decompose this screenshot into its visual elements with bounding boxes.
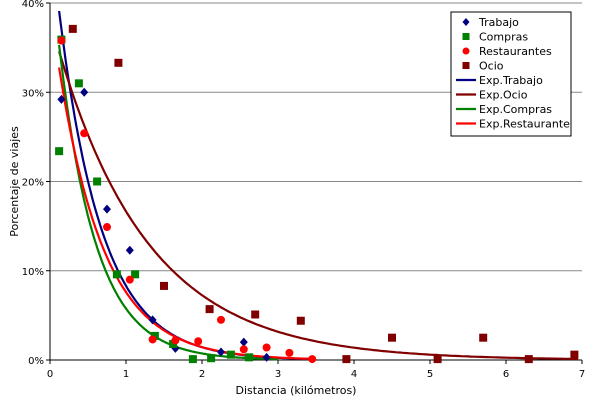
legend-marker-ocio	[462, 62, 470, 69]
point-compras	[93, 177, 102, 186]
point-restaurantes	[148, 335, 157, 344]
point-restaurantes	[239, 345, 248, 354]
legend-label-trabajo: Trabajo	[478, 16, 519, 29]
legend-label-exp-compras: Exp.Compras	[479, 103, 552, 116]
point-compras	[150, 331, 159, 340]
point-ocio	[479, 333, 488, 342]
point-trabajo	[239, 337, 248, 347]
legend-label-restaurantes: Restaurantes	[479, 45, 552, 58]
point-ocio	[388, 333, 396, 342]
point-ocio	[433, 355, 442, 364]
gridlines	[50, 2, 582, 272]
trendline-exp-ocio	[58, 51, 579, 360]
legend-marker-trabajo	[462, 18, 470, 26]
point-ocio	[296, 316, 305, 325]
y-tick-label: 30%	[22, 88, 44, 99]
point-trabajo	[125, 245, 134, 255]
point-restaurantes	[308, 355, 317, 364]
point-ocio	[114, 58, 123, 67]
x-tick-label: 3	[275, 369, 281, 380]
x-tick-label: 0	[47, 369, 53, 380]
point-compras	[55, 147, 64, 156]
legend-marker-compras	[462, 33, 470, 40]
point-restaurantes	[125, 275, 134, 284]
y-axis-label: Porcentaje de viajes	[8, 126, 21, 237]
trendline-exp-compras	[58, 44, 279, 361]
point-compras	[188, 355, 197, 364]
point-compras	[169, 339, 178, 348]
x-tick-label: 2	[199, 369, 205, 380]
y-tick-label: 40%	[22, 0, 44, 10]
point-restaurantes	[171, 336, 180, 345]
point-ocio	[160, 281, 168, 290]
point-compras	[112, 270, 121, 279]
x-axis-label: Distancia (kilómetros)	[236, 384, 357, 397]
point-ocio	[68, 24, 77, 33]
point-restaurantes	[194, 337, 203, 346]
point-ocio	[251, 310, 260, 319]
legend-label-exp-restaurante: Exp.Restaurante	[479, 118, 570, 131]
tick-labels: 0% 10% 20% 30% 40% 0 1 2 3 4 5 6 7	[22, 0, 585, 380]
x-tick-label: 6	[503, 369, 509, 380]
point-ocio	[342, 355, 351, 364]
data-points	[55, 24, 579, 364]
y-tick-label: 20%	[22, 178, 44, 189]
point-restaurantes	[57, 36, 66, 45]
x-tick-label: 7	[579, 369, 585, 380]
legend-label-exp-trabajo: Exp.Trabajo	[479, 74, 543, 87]
point-trabajo	[103, 204, 111, 214]
point-compras	[74, 79, 83, 88]
legend-box	[450, 11, 572, 137]
point-trabajo	[262, 352, 271, 362]
point-compras	[245, 353, 254, 362]
point-trabajo	[217, 347, 225, 357]
point-trabajo	[80, 87, 89, 97]
point-compras	[226, 350, 235, 359]
point-ocio	[205, 305, 214, 314]
legend-label-ocio: Ocio	[479, 60, 504, 73]
legend-label-compras: Compras	[479, 31, 528, 44]
point-compras	[207, 354, 216, 363]
legend-marker-restaurantes	[462, 47, 470, 55]
point-restaurantes	[80, 129, 89, 138]
legend-label-exp-ocio: Exp.Ocio	[479, 89, 528, 102]
y-tick-label: 0%	[28, 356, 44, 367]
x-tick-label: 1	[123, 369, 129, 380]
point-restaurantes	[217, 315, 225, 324]
point-ocio	[570, 350, 579, 359]
point-trabajo	[148, 315, 157, 325]
point-ocio	[524, 355, 533, 364]
point-compras	[131, 270, 140, 279]
point-trabajo	[57, 94, 66, 104]
y-tick-label: 10%	[22, 267, 44, 278]
point-restaurantes	[103, 223, 111, 232]
point-restaurantes	[262, 343, 271, 352]
x-tick-label: 5	[427, 369, 433, 380]
x-tick-label: 4	[351, 369, 357, 380]
point-restaurantes	[285, 348, 294, 357]
